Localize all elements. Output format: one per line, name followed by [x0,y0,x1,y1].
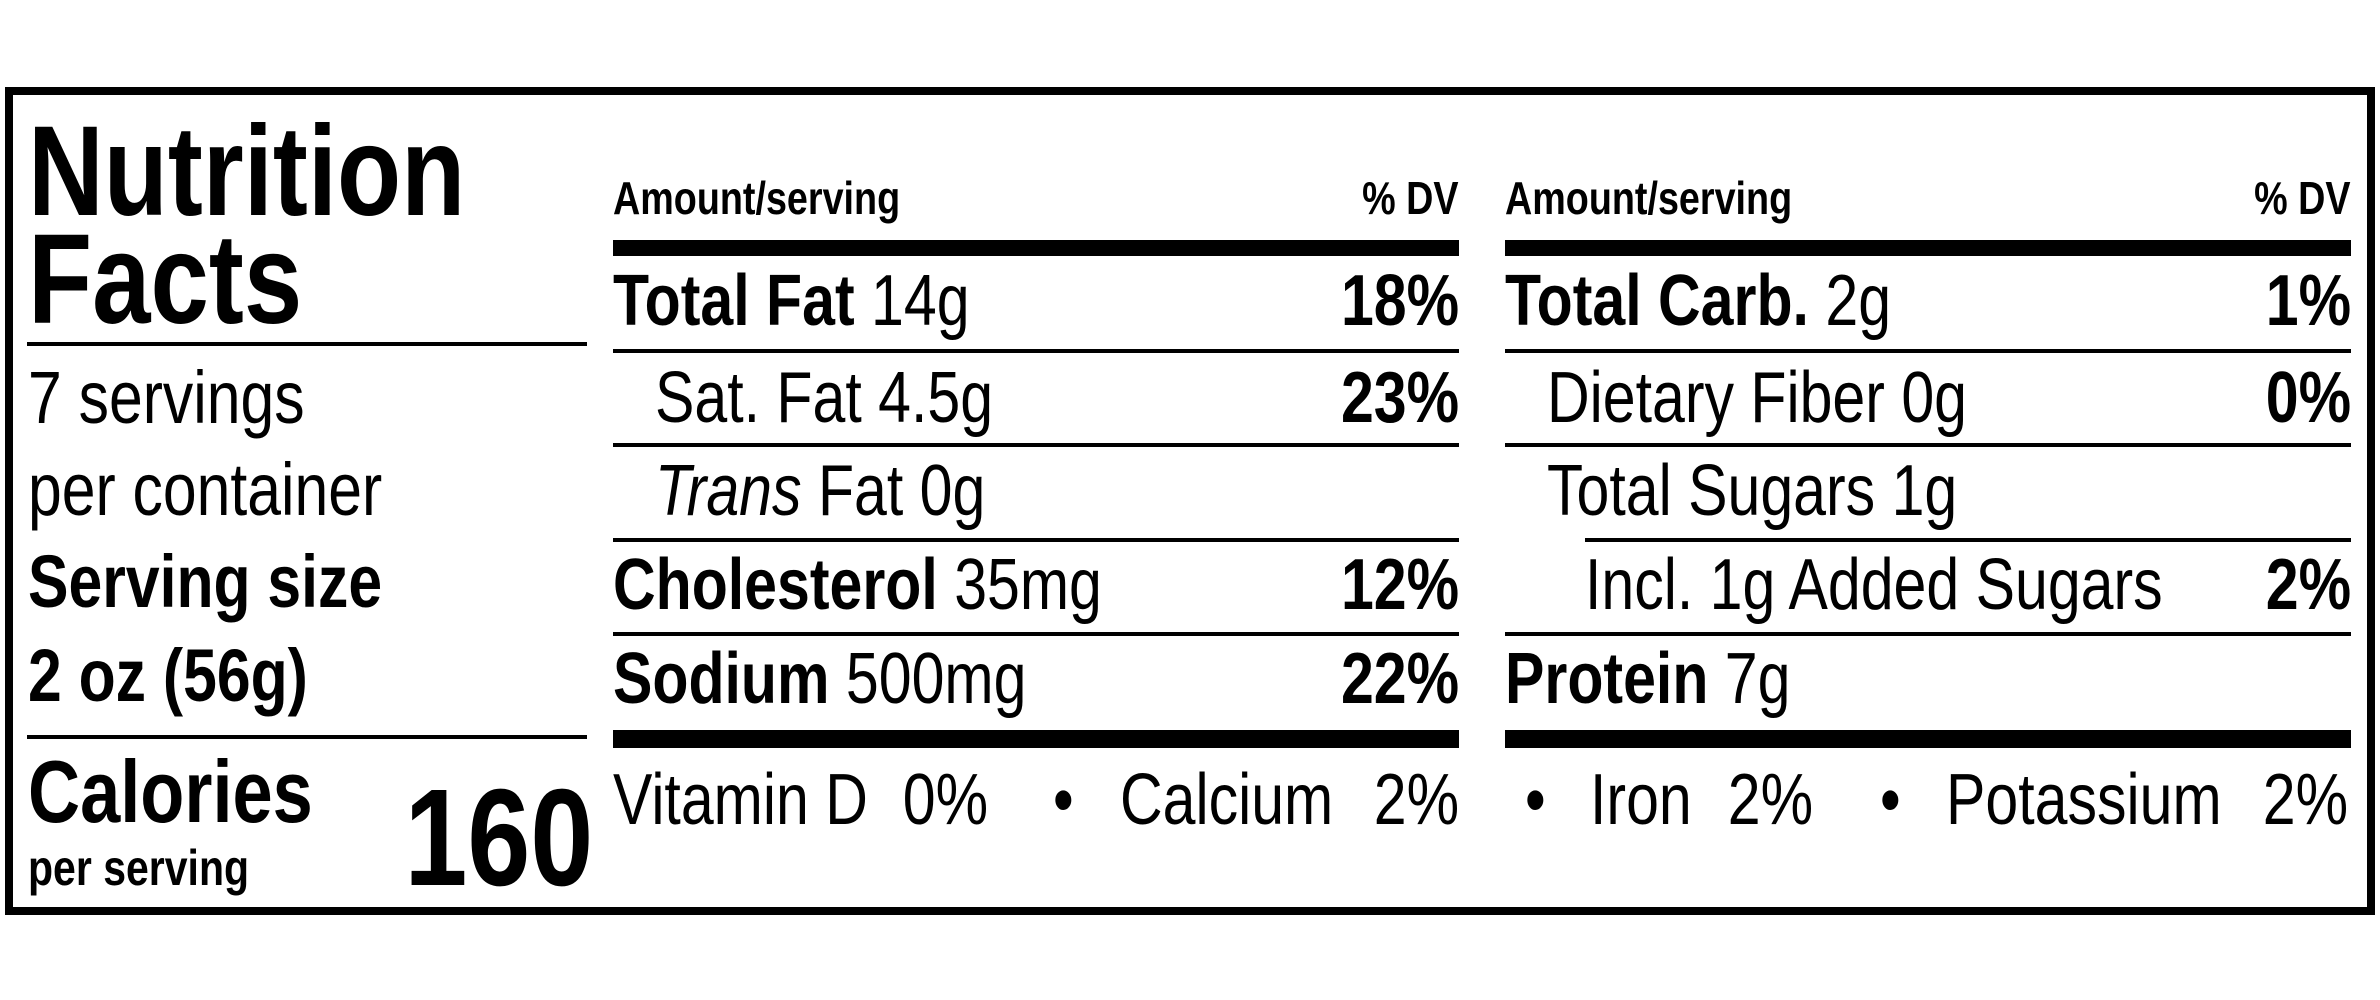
row-part: Fat [817,451,904,531]
row-dv: 1% [2265,261,2351,341]
row-text: Incl. 1g Added Sugars [1585,549,2163,621]
row-dv: 18% [1340,261,1459,341]
thick-bar [613,730,1459,748]
calories-value: 160 [404,761,593,915]
row-part: 0g [1901,358,1968,438]
row-part: Trans [655,451,802,531]
row-line [1505,632,2351,636]
row-dv: 22% [1340,639,1459,719]
header-amount: Amount/serving [1505,172,1793,224]
row-text: Sodium 500mg [613,643,1026,715]
row-line [613,443,1459,447]
vitamin-dv: 2% [1373,760,1459,840]
row-part: Total Fat [613,261,855,341]
row-line [613,538,1459,542]
row-part: 35mg [954,545,1102,625]
servings-line: 7 servings [28,356,305,439]
row-text: Total Carb. 2g [1505,265,1891,337]
header-dv: % DV [2254,172,2351,224]
bullet: • [1880,760,1901,840]
thick-bar [1505,240,2351,256]
row-part: 14g [871,261,970,341]
calories-label: Calories [28,742,313,841]
row-line [613,349,1459,353]
bullet: • [1525,760,1546,840]
vitamin-dv: 2% [1727,760,1813,840]
row-part: 7g [1724,639,1791,719]
row-text: Trans Fat 0g [655,455,985,527]
thick-bar [613,240,1459,256]
row-text: Total Sugars 1g [1547,455,1957,527]
vitamin-name: Calcium [1120,760,1334,840]
row-line [1585,538,2351,542]
title-line: Facts [28,208,303,351]
row-text: Sat. Fat 4.5g [655,362,993,434]
serving-size-value: 2 oz (56g) [28,634,308,717]
row-part: 1g [1891,451,1958,531]
row-text: Protein 7g [1505,643,1790,715]
header-dv: % DV [1362,172,1459,224]
vitamin-dv: 2% [2262,760,2348,840]
label-border [5,87,2375,915]
row-part: Cholesterol [613,545,938,625]
bullet: • [1053,760,1074,840]
divider [27,735,587,739]
row-dv: 0% [2265,358,2351,438]
row-line [613,632,1459,636]
vitamin-dv: 0% [902,760,988,840]
row-part: Protein [1505,639,1709,719]
row-part: Total Carb. [1505,261,1809,341]
vitamin-name: Vitamin D [613,760,868,840]
row-text: Dietary Fiber 0g [1547,362,1967,434]
row-part: Sat. Fat [655,358,862,438]
row-dv: 12% [1340,545,1459,625]
row-dv: 23% [1340,358,1459,438]
row-part: Incl. 1g Added Sugars [1585,545,2163,625]
vitamin-name: Potassium [1946,760,2222,840]
servings-line: per container [28,448,383,531]
row-line [1505,349,2351,353]
row-text: Cholesterol 35mg [613,549,1102,621]
calories-sublabel: per serving [28,840,250,896]
row-part: Dietary Fiber [1547,358,1885,438]
row-dv: 2% [2265,545,2351,625]
header-amount: Amount/serving [613,172,901,224]
thick-bar [1505,730,2351,748]
row-line [1505,443,2351,447]
divider [27,342,587,346]
serving-size-label: Serving size [28,540,383,623]
row-part: 500mg [845,639,1027,719]
row-part: 4.5g [878,358,994,438]
row-part: 0g [919,451,986,531]
row-text: Total Fat 14g [613,265,970,337]
row-part: Sodium [613,639,830,719]
vitamin-name: Iron [1590,760,1692,840]
title-line: Nutrition [28,100,466,243]
row-part: 2g [1825,261,1892,341]
row-part: Total Sugars [1547,451,1876,531]
